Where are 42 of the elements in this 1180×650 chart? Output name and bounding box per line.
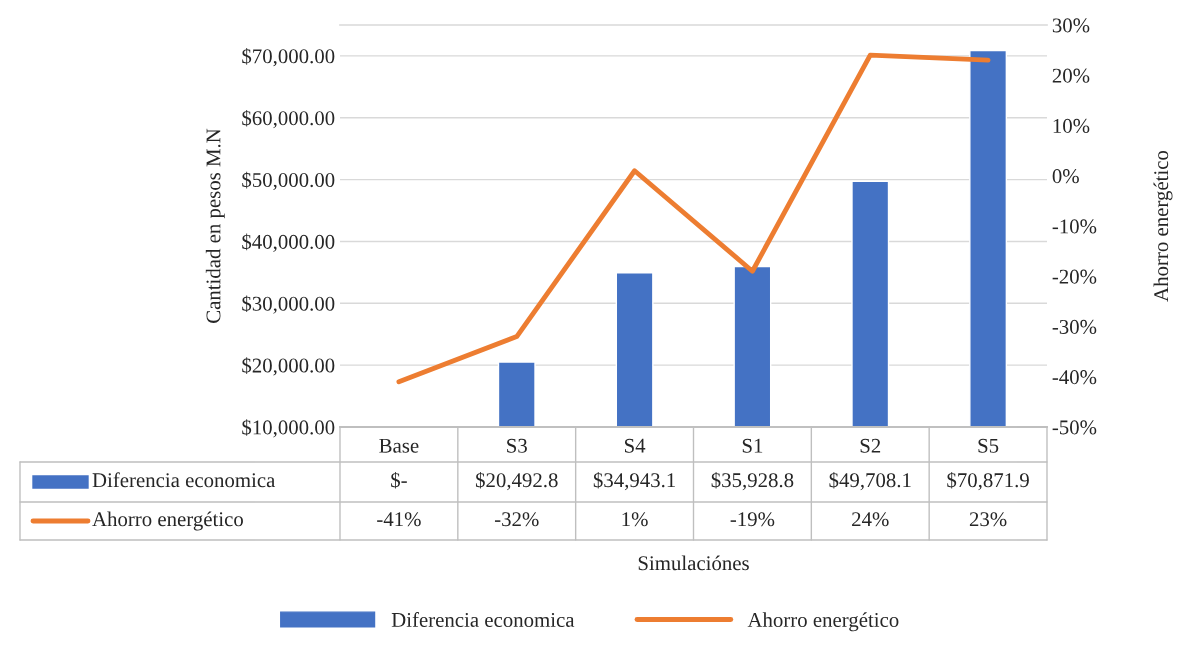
y2-tick-label: -30% <box>1052 319 1097 334</box>
x-tick-label: S5 <box>978 438 999 453</box>
y-tick-label: $50,000.00 <box>242 171 335 191</box>
y-tick-label: $20,000.00 <box>242 357 335 376</box>
y-axis-title: Cantidad en pesos M.N <box>205 128 225 323</box>
data-label: 23% <box>969 512 1007 527</box>
x-tick-label: S4 <box>624 438 646 453</box>
data-label: $34,943.1 <box>593 471 675 491</box>
legend-label: Diferencia economica <box>391 612 575 627</box>
y2-axis-title: Ahorro energético <box>1153 150 1173 302</box>
data-label: -41% <box>377 512 421 527</box>
y2-tick-label: -50% <box>1052 420 1097 435</box>
data-label: $35,928.8 <box>711 471 794 491</box>
legend-label: Ahorro energético <box>92 511 243 531</box>
y-tick-label: $70,000.00 <box>242 48 335 67</box>
data-label: -32% <box>494 512 539 527</box>
data-label: $20,492.8 <box>475 471 558 491</box>
text: $- <box>391 471 407 489</box>
data-label: 1% <box>622 512 648 527</box>
y-tick-label: $40,000.00 <box>242 233 335 252</box>
y2-tick-label: 30% <box>1052 18 1090 33</box>
text: Diferencia economica <box>92 472 276 488</box>
x-tick-label: S3 <box>507 438 527 453</box>
x-tick-label: Base <box>379 438 419 453</box>
x-tick-label: S2 <box>860 438 881 453</box>
x-axis-title: Simulaciónes <box>638 555 749 571</box>
text: Ahorro energético <box>747 612 899 632</box>
data-label: $49,708.1 <box>829 471 911 491</box>
y2-tick-label: 20% <box>1052 68 1090 83</box>
y2-tick-label: -10% <box>1052 219 1097 234</box>
x-tick-label: S1 <box>742 438 763 453</box>
y2-tick-label: -20% <box>1052 269 1097 284</box>
y-tick-label: $60,000.00 <box>242 109 335 129</box>
data-label: $70,871.9 <box>947 471 1029 491</box>
data-label: -19% <box>730 512 775 527</box>
line-series <box>396 52 991 385</box>
data-label: 24% <box>852 512 889 527</box>
y2-tick-label: -40% <box>1052 370 1097 385</box>
y2-tick-label: 10% <box>1053 118 1090 133</box>
y2-tick-label: 0% <box>1052 169 1079 184</box>
y-tick-label: $30,000.00 <box>242 295 335 314</box>
y-tick-label: $10,000.00 <box>242 419 335 438</box>
